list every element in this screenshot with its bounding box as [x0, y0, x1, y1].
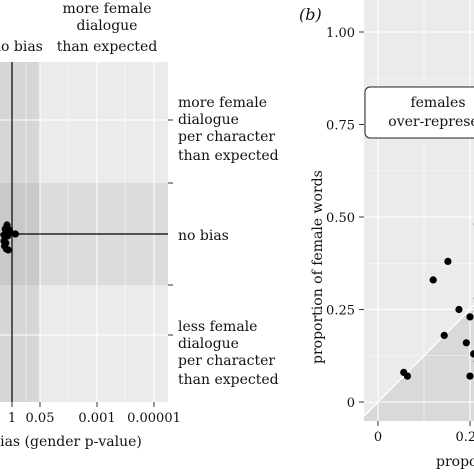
panel-b-annotation-line-2: over-represen	[388, 114, 474, 130]
panel-b-y-ticks: 0 0.25 0.50 0.75 1.00	[326, 26, 364, 411]
panel-a: 1 0.05 0.001 0.00001	[0, 62, 181, 426]
x-tick-label: 0.001	[78, 411, 115, 426]
panel-a-right-lower-line-2: dialogue	[178, 336, 239, 352]
x-tick-label: 0.25	[456, 430, 474, 445]
data-point	[440, 331, 448, 339]
y-tick-label: 0.75	[326, 119, 355, 134]
panel-a-x-ticks: 1 0.05 0.001 0.00001	[8, 402, 181, 426]
data-point	[455, 305, 463, 314]
panel-b-y-axis-label: proportion of female words	[310, 170, 326, 364]
y-tick-label: 1.00	[326, 26, 355, 41]
panel-a-x-axis-label: character bias (gender p-value)	[0, 434, 142, 450]
data-point	[466, 372, 474, 380]
panel-a-right-lower-line-4: than expected	[178, 372, 279, 388]
x-tick-label: 0.05	[26, 411, 55, 426]
y-tick-label: 0	[347, 396, 355, 411]
data-point	[11, 230, 19, 238]
panel-b-x-axis-label: propo	[436, 454, 474, 470]
panel-a-top-annotation-line-2: dialogue	[77, 18, 138, 34]
panel-b-x-ticks: 00.25	[374, 421, 474, 445]
panel-b-annotation-box	[364, 86, 474, 139]
panel-a-right-ticks	[168, 119, 173, 336]
x-tick-label: 0	[374, 430, 382, 445]
x-tick-label: 1	[8, 411, 16, 426]
panel-a-top-left-annotation: no bias	[0, 39, 43, 55]
panel-b-label: (b)	[299, 5, 322, 24]
panel-a-right-upper-line-3: per character	[178, 129, 275, 145]
panel-a-right-lower-line-3: per character	[178, 353, 275, 369]
panel-b-points	[400, 223, 474, 380]
panel-a-right-upper-line-1: more female	[178, 95, 267, 111]
panel-b-diagonal-line	[363, 304, 474, 417]
panel-a-right-upper-line-2: dialogue	[178, 112, 239, 128]
data-point	[429, 276, 437, 284]
panel-a-right-mid-annotation: no bias	[178, 228, 229, 244]
data-point	[444, 257, 452, 265]
panel-a-points	[0, 221, 19, 254]
data-point	[403, 372, 412, 380]
x-tick-label: 0.00001	[127, 411, 181, 426]
y-tick-label: 0.25	[326, 304, 355, 319]
data-point	[466, 313, 474, 321]
panel-b-annotation-line-1: females	[410, 95, 465, 111]
panel-a-top-annotation-line-3: than expected	[57, 39, 158, 55]
data-point	[4, 246, 12, 254]
y-tick-label: 0.50	[326, 211, 355, 226]
panel-a-grid	[0, 62, 168, 402]
panel-a-right-upper-line-4: than expected	[178, 148, 279, 164]
data-point	[6, 228, 14, 236]
panel-a-right-lower-line-1: less female	[178, 319, 257, 335]
panel-a-top-annotation-line-1: more female	[63, 1, 152, 17]
data-point	[3, 221, 11, 229]
data-point	[462, 339, 470, 347]
panel-b: 00.250.500.751.00 00.25	[326, 0, 474, 445]
data-point	[470, 350, 474, 358]
